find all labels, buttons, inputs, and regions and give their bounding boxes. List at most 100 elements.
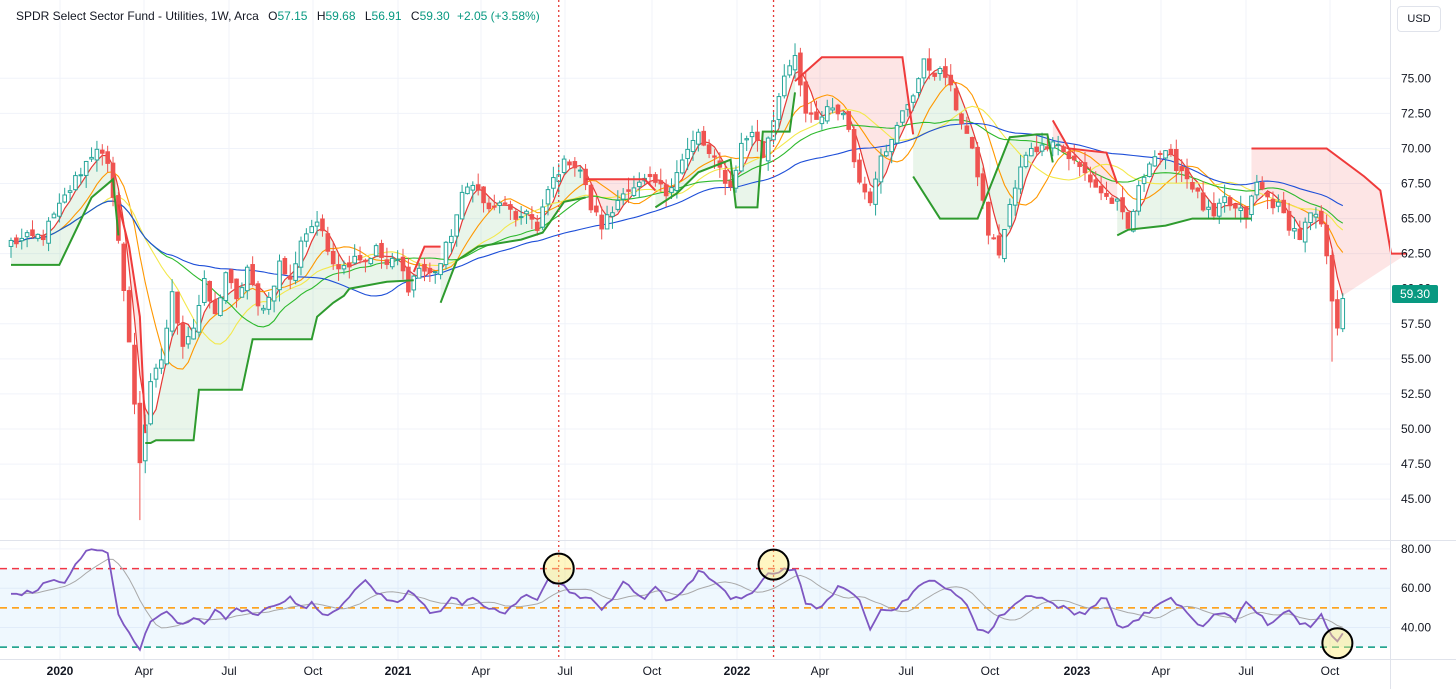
candle-up bbox=[94, 148, 100, 161]
candle-up bbox=[830, 107, 835, 111]
candle-up bbox=[266, 296, 272, 310]
candle-down bbox=[422, 263, 427, 272]
candle-up bbox=[636, 181, 642, 188]
candle-up bbox=[690, 139, 696, 152]
stop-line-red bbox=[794, 56, 915, 135]
candle-up bbox=[1136, 185, 1142, 212]
candle-down bbox=[30, 229, 35, 236]
candle-down bbox=[862, 183, 868, 193]
price-tick-label: 75.00 bbox=[1401, 71, 1431, 85]
candle-up bbox=[841, 112, 846, 116]
candle-up bbox=[1152, 156, 1158, 167]
candle-down bbox=[1329, 255, 1335, 302]
time-tick-label: Apr bbox=[472, 664, 491, 678]
change-value: +2.05 (+3.58%) bbox=[456, 9, 540, 23]
candle-up bbox=[696, 131, 701, 145]
candle-down bbox=[105, 151, 110, 164]
time-tick-label: Jul bbox=[221, 664, 236, 678]
candle-down bbox=[722, 169, 728, 184]
candle-down bbox=[1195, 187, 1201, 192]
stop-line-green bbox=[11, 177, 120, 266]
currency-button[interactable]: USD bbox=[1397, 6, 1441, 32]
candle-down bbox=[808, 112, 814, 115]
candle-up bbox=[910, 95, 916, 103]
candle-down bbox=[336, 264, 341, 270]
rsi-signal-line bbox=[11, 558, 1343, 629]
candle-up bbox=[1206, 206, 1211, 210]
candle-up bbox=[884, 151, 889, 157]
candle-up bbox=[304, 233, 309, 242]
candle-down bbox=[594, 205, 599, 213]
candle-up bbox=[878, 155, 884, 183]
candle-up bbox=[1029, 148, 1034, 157]
candle-up bbox=[1050, 141, 1056, 149]
candle-up bbox=[819, 116, 825, 125]
candle-up bbox=[459, 191, 465, 220]
candle-up bbox=[341, 265, 347, 270]
stop-fill-green bbox=[440, 165, 586, 303]
candle-down bbox=[851, 129, 857, 163]
candle-up bbox=[389, 257, 395, 268]
time-tick-label: Jul bbox=[1238, 664, 1253, 678]
candle-down bbox=[814, 111, 819, 120]
rsi-axis[interactable]: 40.00 60.00 80.00 bbox=[1401, 542, 1431, 635]
candle-down bbox=[1318, 210, 1324, 225]
candle-up bbox=[1308, 212, 1313, 223]
candle-down bbox=[481, 186, 486, 204]
candle-up bbox=[733, 169, 739, 189]
candle-up bbox=[518, 216, 524, 219]
high-value: 59.68 bbox=[325, 9, 356, 23]
candle-up bbox=[261, 307, 266, 311]
symbol-title[interactable]: SPDR Select Sector Fund - Utilities, 1W,… bbox=[16, 9, 259, 23]
open-label: O bbox=[268, 9, 278, 23]
candle-down bbox=[121, 243, 127, 291]
candle-up bbox=[62, 194, 68, 203]
candle-down bbox=[926, 58, 932, 71]
candle-down bbox=[1098, 185, 1104, 194]
candle-up bbox=[1018, 166, 1023, 190]
stop-line-red bbox=[1051, 119, 1119, 184]
candle-down bbox=[728, 180, 733, 188]
candle-down bbox=[1066, 151, 1072, 160]
price-tick-label: 50.00 bbox=[1401, 422, 1431, 436]
candle-down bbox=[1088, 174, 1093, 183]
candle-down bbox=[486, 202, 492, 210]
candle-down bbox=[250, 264, 255, 285]
candle-up bbox=[239, 287, 245, 298]
candle-up bbox=[470, 184, 476, 191]
candle-up bbox=[1012, 187, 1018, 206]
candlesticks bbox=[8, 43, 1346, 521]
legend-header[interactable]: SPDR Select Sector Fund - Utilities, 1W,… bbox=[16, 9, 540, 23]
price-axis[interactable]: 45.0047.5050.0052.5055.0057.5060.0062.50… bbox=[1401, 71, 1431, 506]
candle-down bbox=[991, 237, 997, 240]
candle-down bbox=[1200, 192, 1206, 211]
time-axis[interactable]: 2020 Apr Jul Oct 2021 Apr Jul Oct 2022 Apr Jul Oct 2… bbox=[47, 664, 1340, 678]
candle-down bbox=[663, 184, 669, 197]
candle-up bbox=[894, 124, 900, 144]
candle-down bbox=[320, 218, 325, 232]
time-tick-label: Oct bbox=[304, 664, 323, 678]
candle-up bbox=[787, 65, 792, 76]
candle-up bbox=[1141, 176, 1147, 185]
candle-up bbox=[309, 226, 315, 234]
candle-up bbox=[298, 240, 304, 268]
candle-down bbox=[567, 161, 572, 166]
candle-down bbox=[932, 72, 937, 77]
candle-down bbox=[207, 280, 212, 302]
candle-up bbox=[792, 55, 798, 71]
candle-down bbox=[1157, 152, 1163, 155]
candle-up bbox=[873, 178, 878, 205]
candle-up bbox=[561, 158, 567, 173]
candle-down bbox=[1324, 224, 1329, 257]
candle-down bbox=[137, 402, 143, 464]
low-value: 56.91 bbox=[371, 9, 402, 23]
candle-up bbox=[159, 359, 164, 369]
stop-line-red bbox=[117, 204, 147, 434]
candle-down bbox=[755, 131, 760, 141]
stop-fill-green bbox=[655, 73, 796, 208]
time-tick-label: Jul bbox=[898, 664, 913, 678]
candle-up bbox=[416, 267, 422, 279]
candle-down bbox=[626, 189, 631, 192]
candle-up bbox=[35, 233, 41, 239]
